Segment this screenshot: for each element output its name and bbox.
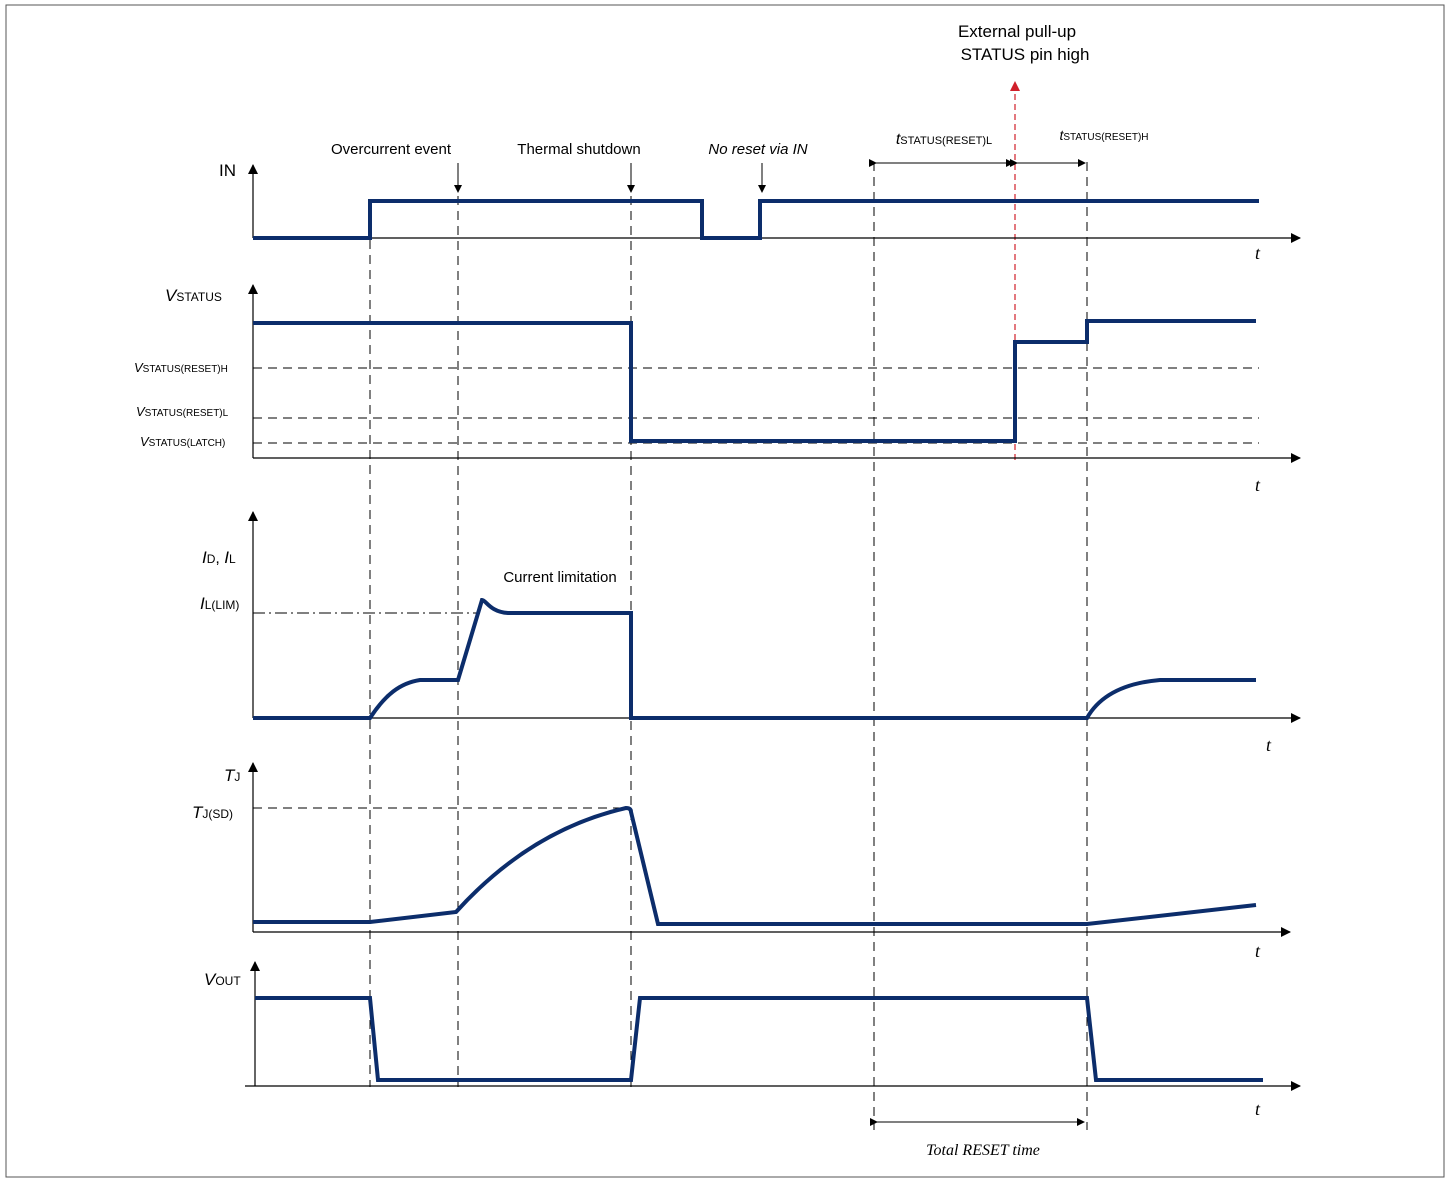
vstatus-latch-label: VSTATUS(LATCH) bbox=[140, 434, 225, 449]
in-time-label: t bbox=[1255, 243, 1261, 263]
reset-low-time-label: tSTATUS(RESET)L bbox=[896, 131, 992, 148]
tj-axis-label: TJ bbox=[224, 766, 240, 785]
overcurrent-event-label: Overcurrent event bbox=[331, 141, 452, 158]
vstatus-time-label: t bbox=[1255, 475, 1261, 495]
tj-panel: TJ t TJ(SD) bbox=[192, 762, 1291, 961]
vstatus-reset-h-label: VSTATUS(RESET)H bbox=[134, 360, 228, 375]
current-limit-label: IL(LIM) bbox=[200, 594, 239, 613]
current-panel: ID, IL t IL(LIM) Current limitation bbox=[200, 511, 1301, 755]
tj-shutdown-label: TJ(SD) bbox=[192, 803, 233, 822]
reset-high-time-label: tSTATUS(RESET)H bbox=[1059, 127, 1148, 143]
tj-waveform bbox=[253, 805, 1257, 926]
vstatus-waveform bbox=[253, 319, 1256, 443]
current-waveform bbox=[253, 597, 1256, 720]
vout-waveform bbox=[255, 996, 1263, 1082]
current-limitation-label: Current limitation bbox=[503, 569, 616, 586]
vout-axis-label: VOUT bbox=[204, 970, 241, 989]
total-reset-time-label: Total RESET time bbox=[926, 1142, 1040, 1159]
diagram-frame bbox=[5, 4, 1445, 1178]
in-panel: IN t bbox=[219, 161, 1301, 263]
vout-panel: VOUT t bbox=[204, 961, 1301, 1119]
in-waveform bbox=[253, 199, 1259, 240]
external-pullup-label-line2: STATUS pin high bbox=[961, 45, 1090, 64]
thermal-shutdown-label: Thermal shutdown bbox=[517, 141, 640, 158]
vout-time-label: t bbox=[1255, 1099, 1261, 1119]
vstatus-panel: VSTATUS t VSTATUS(RESET)H VSTATUS(RESET)… bbox=[134, 284, 1301, 495]
external-pullup-label-line1: External pull-up bbox=[958, 22, 1076, 41]
vstatus-axis-label: VSTATUS bbox=[165, 286, 222, 305]
current-time-label: t bbox=[1266, 735, 1272, 755]
vstatus-reset-l-label: VSTATUS(RESET)L bbox=[136, 404, 229, 419]
current-axis-label: ID, IL bbox=[202, 548, 236, 567]
no-reset-via-in-label: No reset via IN bbox=[708, 141, 807, 158]
in-axis-label: IN bbox=[219, 161, 236, 180]
tj-time-label: t bbox=[1255, 941, 1261, 961]
